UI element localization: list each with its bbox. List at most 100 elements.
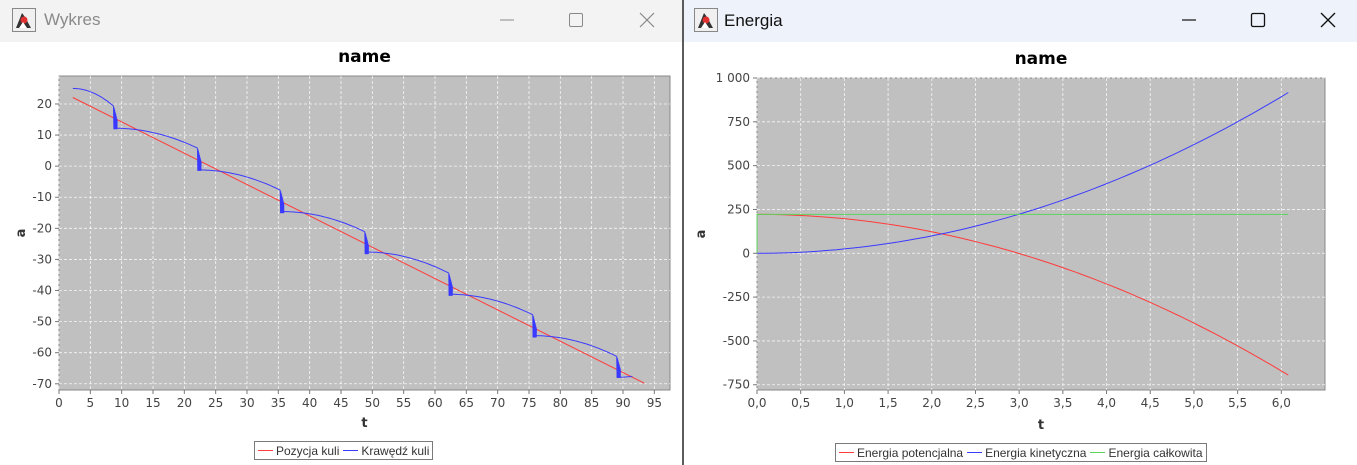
bounce-fill [113,106,117,130]
x-tick-label: 85 [584,396,599,410]
x-tick-label: 5 [87,396,95,410]
legend-item: Energia całkowita [1090,445,1203,460]
legend-swatch [258,450,273,451]
series-pozycja-kuli [72,97,645,384]
y-axis-label: a [14,229,29,238]
x-axis-label: t [361,416,367,431]
x-tick-label: 75 [521,396,536,410]
legend-label: Krawędź kuli [361,443,430,458]
x-tick-label: 25 [208,396,223,410]
minimize-button[interactable] [484,4,530,36]
x-tick-label: 90 [615,396,630,410]
series-line [72,97,645,384]
x-tick-label: 45 [333,396,348,410]
legend-item: Energia potencjalna [839,446,963,460]
legend-item: Energia kinetyczna [967,446,1086,460]
wykres-window: Wykres name t a 0 5 10 15 20 25 30 35 40 45 50 55 60 65… [0,0,682,465]
y-tick-label: 10 [37,128,52,142]
legend-swatch [967,452,983,453]
y-tick-label: 20 [37,97,52,111]
series-line [757,213,1289,376]
y-tick-label: -70 [32,377,52,391]
close-button[interactable] [624,4,670,36]
y-tick-label: -750 [723,378,750,392]
series-line [756,92,1289,254]
legend-label: Energia potencjalna [857,445,964,460]
x-tick-label: 0,0 [747,396,766,410]
series-energia-potencjalna [757,213,1289,376]
legend-label: Energia kinetyczna [985,445,1087,460]
legend-swatch [1090,452,1106,453]
y-tick-label: 750 [727,115,750,129]
bounce-fill [364,231,369,255]
x-tick-label: 20 [177,396,192,410]
x-tick-label: 35 [271,396,286,410]
maximize-button[interactable] [553,4,599,36]
minimize-icon [1182,19,1196,21]
x-tick-label: 1,5 [879,396,898,410]
x-tick-label: 65 [459,396,474,410]
y-tick-label: -500 [723,334,750,348]
y-tick-label: 500 [727,159,750,173]
x-tick-label: 80 [553,396,568,410]
y-tick-label: -50 [32,315,52,329]
series-energia-ca-kowita [756,213,1289,254]
chart-legend: Energia potencjalna Energia kinetyczna Ene… [835,443,1207,462]
legend-swatch [839,452,854,453]
y-tick-label: -250 [723,290,750,304]
close-button[interactable] [1305,4,1351,36]
y-tick-label: 250 [727,202,750,216]
x-tick-label: 55 [396,396,411,410]
x-tick-label: 40 [302,396,317,410]
close-icon [1320,12,1336,28]
title-bar[interactable]: Wykres [0,0,682,42]
x-tick-label: 95 [647,396,662,410]
close-icon [639,12,655,28]
window-title: Energia [724,11,783,30]
legend-label: Pozycja kuli [276,443,340,458]
y-tick-label: -40 [32,284,52,298]
series-kraw-d-kuli [72,87,633,378]
y-tick-label: 0 [44,159,52,173]
java-duke-icon [12,8,36,32]
chart-title: name [1015,49,1068,69]
x-tick-label: 5,0 [1184,396,1203,410]
bounce-fill [280,190,284,214]
x-tick-label: 15 [145,396,160,410]
x-tick-label: 6,0 [1272,396,1291,410]
x-axis-label: t [1038,418,1044,433]
y-tick-label: -60 [32,346,52,360]
x-tick-label: 1,0 [835,396,854,410]
chart-title: name [338,47,391,67]
series-line [72,87,633,378]
legend-item: Krawędź kuli [343,444,429,458]
y-tick-label: -10 [32,190,52,204]
maximize-icon [569,13,583,27]
x-tick-label: 30 [239,396,254,410]
energia-chart: name t a 0,0 0,5 1,0 1,5 2,0 2,5 3,0 3,5 4,0 4,5 5,0… [694,49,1326,433]
x-tick-label: 2,5 [966,396,985,410]
x-tick-label: 0,5 [791,396,810,410]
legend-label: Energia całkowita [1108,445,1203,460]
energia-window: Energia name t a 0,0 0,5 1,0 1,5 2,0 2,5 3,0 3,5 4… [684,0,1357,465]
bounce-fill [532,314,537,338]
maximize-button[interactable] [1235,4,1281,36]
x-tick-label: 70 [490,396,505,410]
y-tick-label: -20 [32,221,52,235]
wykres-chart: name t a 0 5 10 15 20 25 30 35 40 45 50 55 60 65 70 75 80 8… [14,47,671,431]
x-tick-label: 0 [55,396,63,410]
minimize-icon [500,19,514,21]
x-tick-label: 50 [365,396,380,410]
x-tick-label: 60 [427,396,442,410]
maximize-icon [1250,12,1266,28]
x-tick-label: 4,0 [1097,396,1116,410]
bounce-fill [448,273,453,296]
bounce-fill [616,356,621,378]
series-line [756,213,1289,254]
chart-legend: Pozycja kuli Krawędź kuli [254,441,434,460]
x-tick-label: 4,5 [1141,396,1160,410]
title-bar[interactable]: Energia [684,0,1357,42]
minimize-button[interactable] [1166,4,1212,36]
legend-item: Pozycja kuli [258,444,339,458]
series-energia-kinetyczna [756,92,1289,254]
